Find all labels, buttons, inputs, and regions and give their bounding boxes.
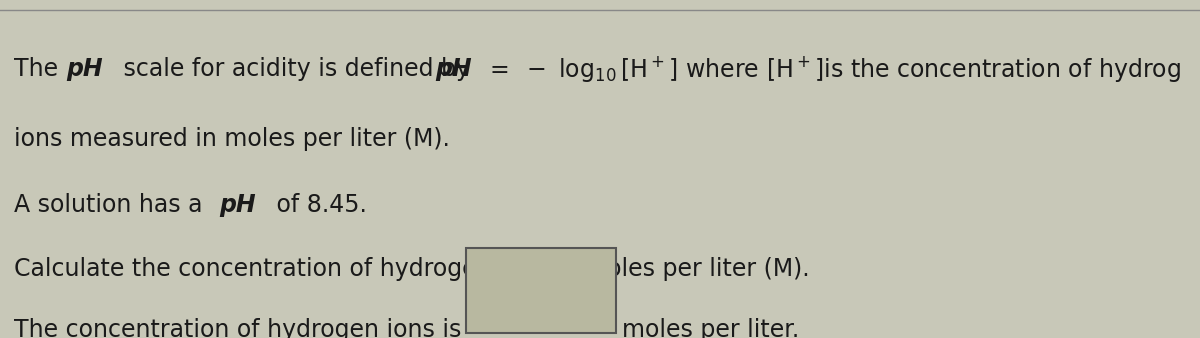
- Text: ions measured in moles per liter (M).: ions measured in moles per liter (M).: [14, 127, 450, 151]
- Text: of 8.45.: of 8.45.: [269, 193, 367, 217]
- Text: $=\ -\ \log_{10}[\mathrm{H}^+]\ \mathrm{where}\ [\mathrm{H}^+]\mathrm{is\ the\ c: $=\ -\ \log_{10}[\mathrm{H}^+]\ \mathrm{…: [485, 54, 1181, 84]
- FancyBboxPatch shape: [466, 248, 616, 333]
- Text: The concentration of hydrogen ions is: The concentration of hydrogen ions is: [14, 318, 462, 338]
- Text: The: The: [14, 57, 66, 81]
- Text: A solution has a: A solution has a: [14, 193, 210, 217]
- Text: pH: pH: [220, 193, 257, 217]
- Text: pH: pH: [436, 57, 473, 81]
- Text: moles per liter.: moles per liter.: [622, 318, 799, 338]
- Text: Calculate the concentration of hydrogen ions in moles per liter (M).: Calculate the concentration of hydrogen …: [14, 257, 810, 281]
- Text: pH: pH: [66, 57, 103, 81]
- Text: scale for acidity is defined by: scale for acidity is defined by: [116, 57, 478, 81]
